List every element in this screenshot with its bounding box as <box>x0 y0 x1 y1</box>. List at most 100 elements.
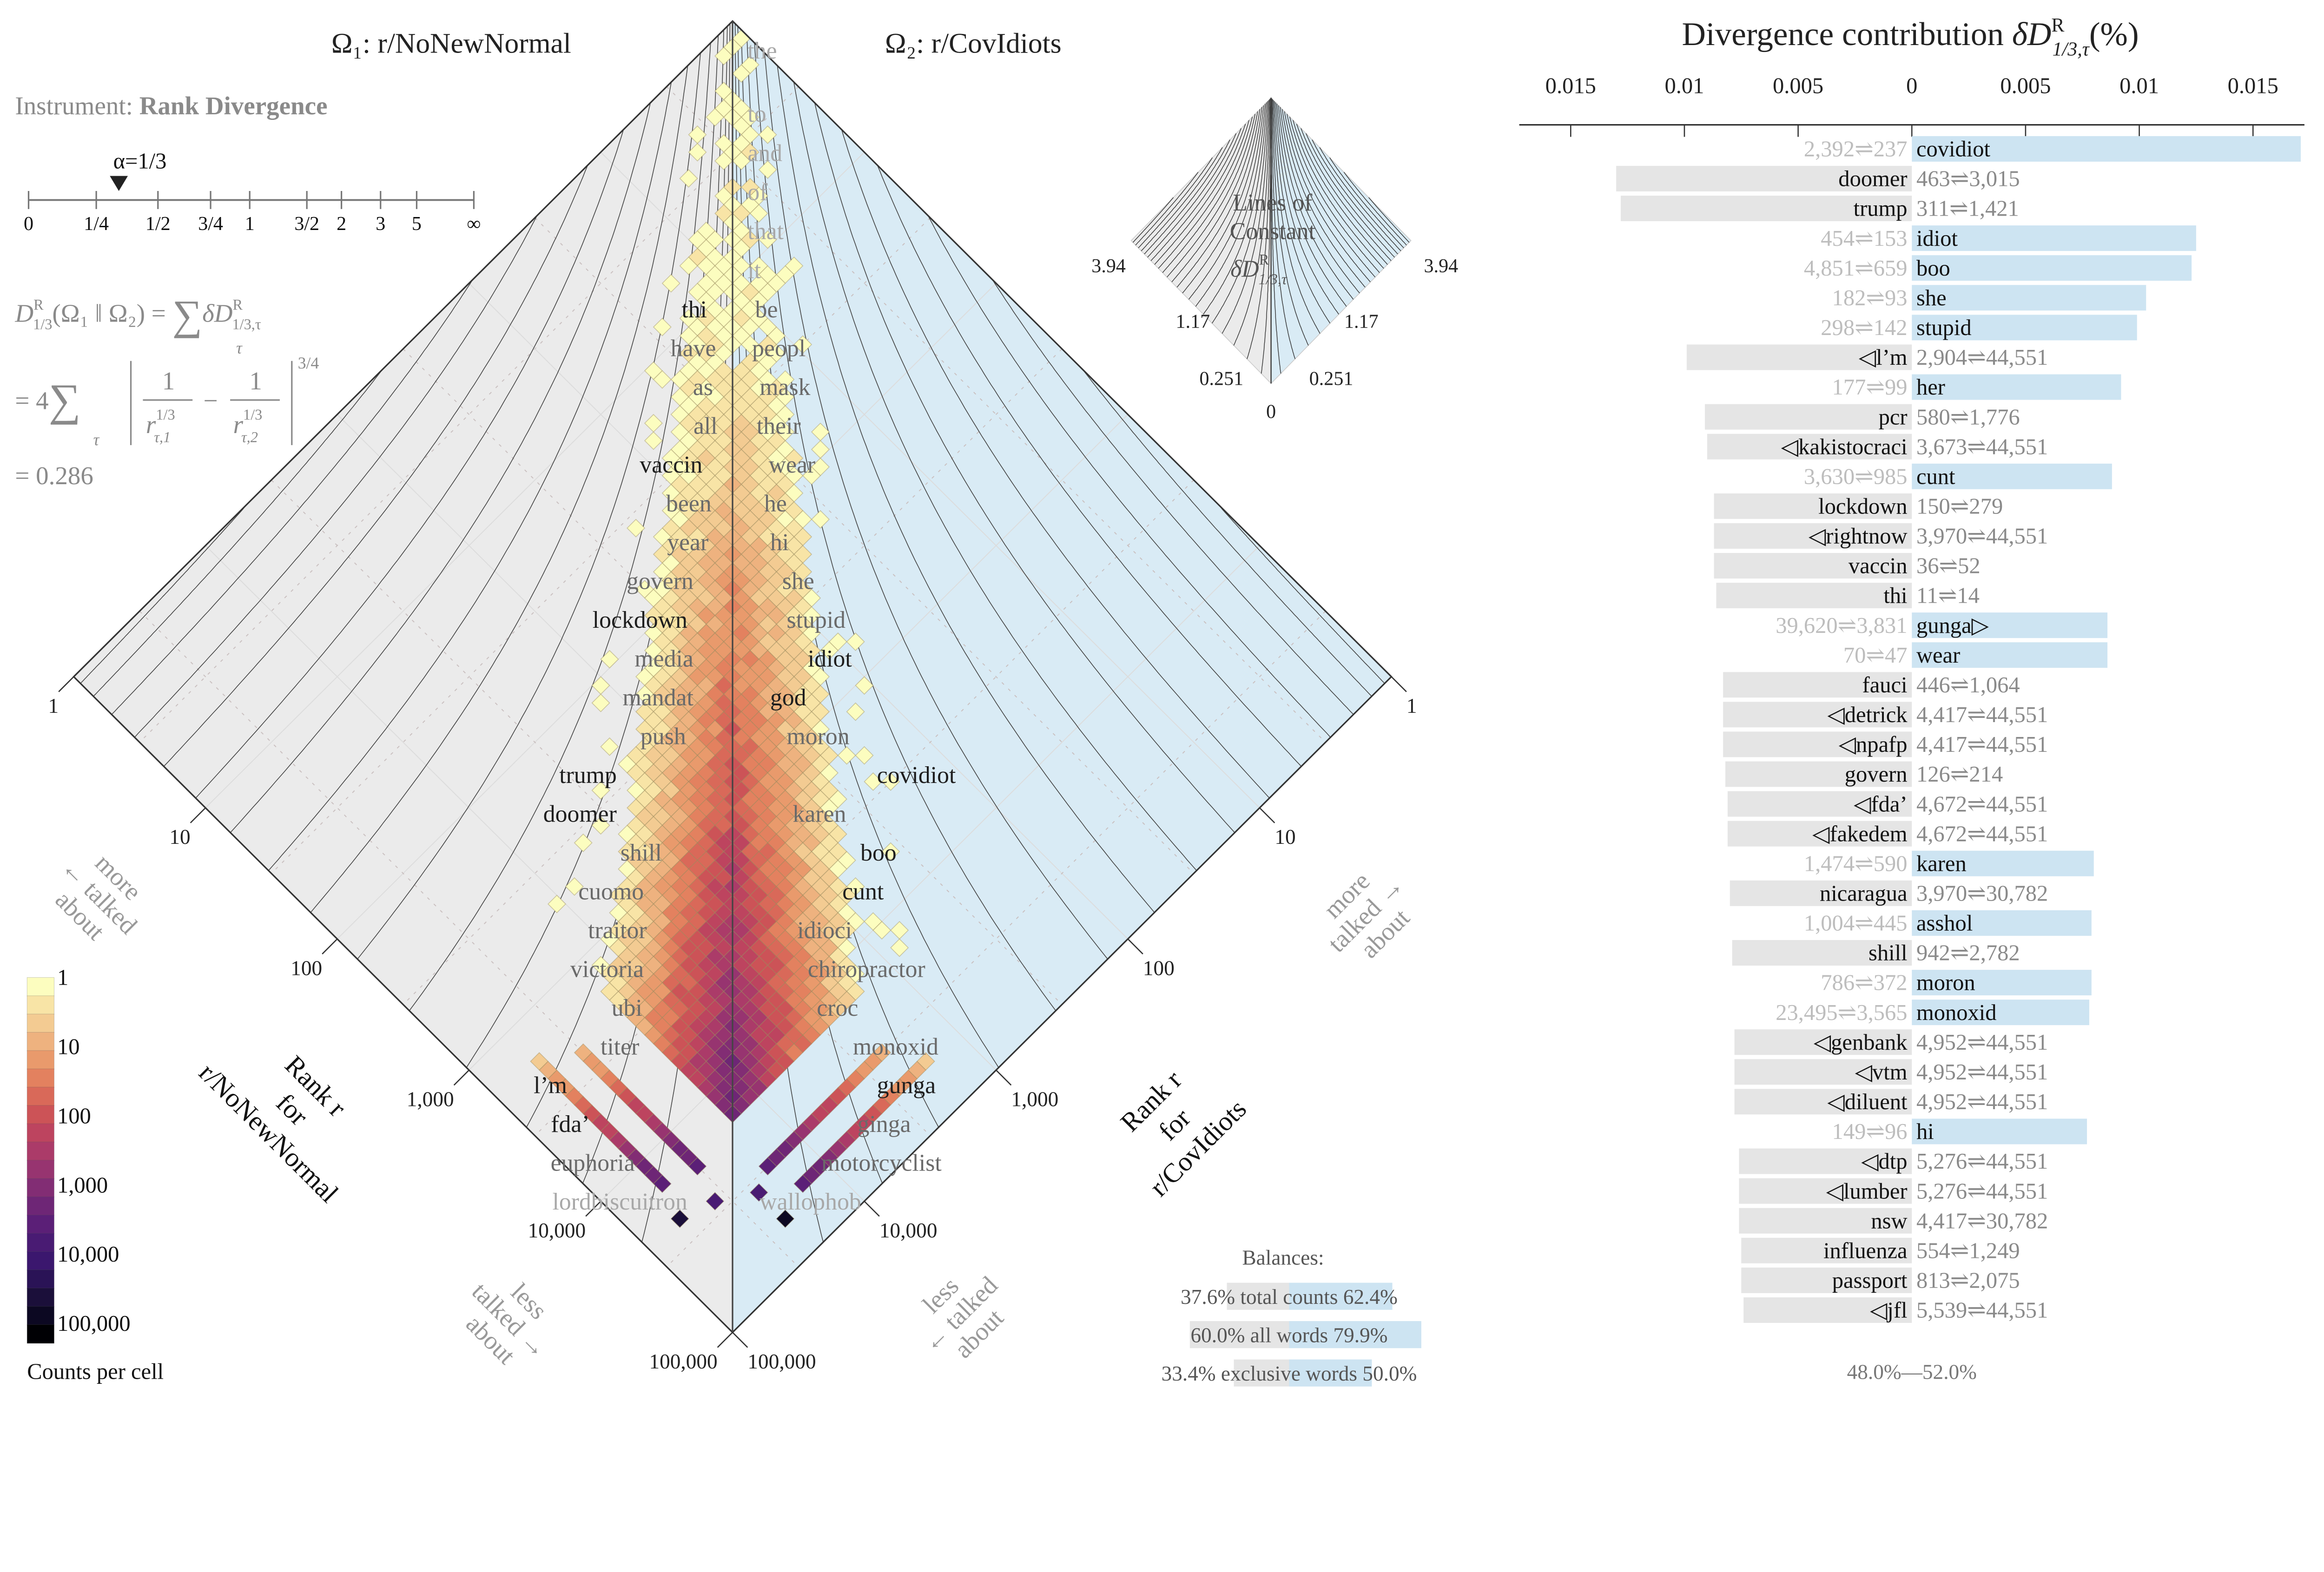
bar-system2 <box>1912 850 2094 876</box>
allotaxonograph-figure: Ω₁: r/NoNewNormal Ω₂: r/CovIdiots Instru… <box>14 15 2304 1387</box>
annotation-more-left: more ← talked about <box>50 848 147 946</box>
contour-line <box>1083 369 1372 697</box>
contour-line <box>80 501 250 684</box>
bar-ranks: 5,276⇌44,551 <box>1916 1179 2048 1204</box>
contour-line <box>1182 107 1262 294</box>
inset-symbol-part: R <box>1259 251 1269 268</box>
word-label-system2: mask <box>759 374 810 401</box>
formula-minus: − <box>204 386 218 414</box>
bar-system1 <box>1727 821 1912 847</box>
inset-tick-label: 0 <box>1266 401 1276 423</box>
bar-ranks: 5,539⇌44,551 <box>1916 1298 2048 1323</box>
heatmap-cell <box>749 1183 768 1202</box>
contour-line <box>764 53 1108 960</box>
balance-right-value: 79.9% <box>1328 1323 1387 1347</box>
colorbar-swatch <box>26 1269 54 1289</box>
heatmap-cell <box>758 160 777 179</box>
contour-line <box>357 53 701 960</box>
word-label-system1: trump <box>559 762 617 789</box>
formula-part: r <box>146 410 156 439</box>
heatmap-cell <box>714 151 733 171</box>
colorbar-label: 100,000 <box>57 1311 131 1336</box>
contour-line <box>1176 109 1261 288</box>
contour-line <box>1281 109 1366 288</box>
contour-line <box>1141 147 1223 251</box>
bar-axis-tick-label: 0.01 <box>1664 74 1704 99</box>
formula-part: 1/3,τ <box>232 316 261 333</box>
colorbar-label: 10 <box>57 1035 80 1059</box>
bar-row: 182⇌93 she <box>1832 285 2146 311</box>
bar-system1 <box>1739 1148 1912 1174</box>
bar-word: gunga▷ <box>1916 613 1989 638</box>
axis-tick-label: 100,000 <box>747 1350 816 1373</box>
balance-left-value: 37.6% <box>1181 1285 1240 1309</box>
bar-ranks: 2,392⇌237 <box>1804 137 1908 162</box>
colorbar: Counts per cell 1 10 100 1,000 10,000 100,000 <box>26 966 164 1384</box>
contour-line <box>1150 128 1241 261</box>
heatmap-cell <box>749 204 768 223</box>
inset-tick-label: 3.94 <box>1424 256 1459 277</box>
bar-system1 <box>1707 434 1912 460</box>
word-label-system2: their <box>757 413 801 439</box>
bar-row: thi 11⇌14 <box>1716 583 1980 609</box>
word-label-system1: lordbiscuitron <box>553 1189 688 1215</box>
contour-line <box>1144 139 1230 255</box>
bar-row: 177⇌99 her <box>1832 374 2121 400</box>
bar-row: nicaragua 3,970⇌30,782 <box>1730 880 2048 906</box>
axis-tick-label: 10 <box>1274 825 1295 848</box>
word-label-system1: l’m <box>534 1072 567 1099</box>
bar-ranks: 3,630⇌985 <box>1804 464 1908 489</box>
bar-ranks: 126⇌214 <box>1916 762 2003 787</box>
bar-row: nsw 4,417⇌30,782 <box>1739 1208 2048 1234</box>
formula-part: 1/3 <box>33 316 52 333</box>
bar-ranks: 813⇌2,075 <box>1916 1269 2020 1293</box>
inset-title-symbol: δDR 1/3,τ <box>1230 251 1287 288</box>
bar-ranks: 70⇌47 <box>1843 643 1908 668</box>
contour-line <box>1274 101 1331 324</box>
grid-line <box>666 86 1326 743</box>
alpha-tick-label: 3/2 <box>294 213 319 235</box>
heatmap-cell <box>591 816 610 835</box>
grid-line <box>271 480 931 1136</box>
word-label-system2: he <box>764 490 787 517</box>
bar-word: nicaragua <box>1820 881 1908 906</box>
bar-row: ◁lumber 5,276⇌44,551 <box>1739 1178 2048 1204</box>
heatmap-cell <box>627 519 646 538</box>
axis-tick <box>58 676 74 692</box>
contour-line <box>134 216 538 738</box>
heatmap-cell <box>846 632 865 651</box>
contour-line <box>1368 197 1410 243</box>
bar-system1 <box>1723 702 1912 728</box>
heatmap-cell <box>758 1157 777 1176</box>
bar-word: trump <box>1854 197 1908 221</box>
word-label-system1: govern <box>627 568 693 594</box>
alpha-tick-label: 2 <box>337 213 346 235</box>
bar-system2 <box>1912 910 2092 936</box>
system1-title: Ω₁: r/NoNewNormal <box>331 27 571 59</box>
heatmap-cell <box>811 510 830 529</box>
grid-line <box>535 217 1194 874</box>
bar-ranks: 150⇌279 <box>1916 494 2003 519</box>
bar-system1 <box>1727 791 1912 817</box>
alpha-tick-label: 1/2 <box>145 213 171 235</box>
bar-row: ◁fakedem 4,672⇌44,551 <box>1727 821 2048 847</box>
colorbar-swatch <box>26 1178 54 1197</box>
alpha-tick-label: 3/4 <box>198 213 223 235</box>
bar-system1 <box>1741 1237 1912 1263</box>
formula-part: 1/3 <box>243 406 262 423</box>
annotation-more-right: more talked → about <box>1318 867 1415 964</box>
heatmap-cell <box>548 895 567 914</box>
inset-title-line: Lines of <box>1233 190 1313 216</box>
bar-row: 1,004⇌445 asshol <box>1804 910 2092 936</box>
heatmap-cell <box>732 64 751 83</box>
contour-line <box>163 165 588 767</box>
word-label-system2: covidiot <box>877 762 956 789</box>
bar-system1 <box>1723 731 1912 757</box>
inset-tick-label: 3.94 <box>1091 256 1126 277</box>
inset-tick-label: 0.251 <box>1309 368 1353 389</box>
alpha-marker-icon <box>110 176 128 191</box>
contour-line <box>1271 98 1296 359</box>
bar-word: ◁vtm <box>1855 1060 1908 1085</box>
alpha-tick-label: 5 <box>412 213 422 235</box>
bar-ranks: 554⇌1,249 <box>1916 1238 2020 1263</box>
